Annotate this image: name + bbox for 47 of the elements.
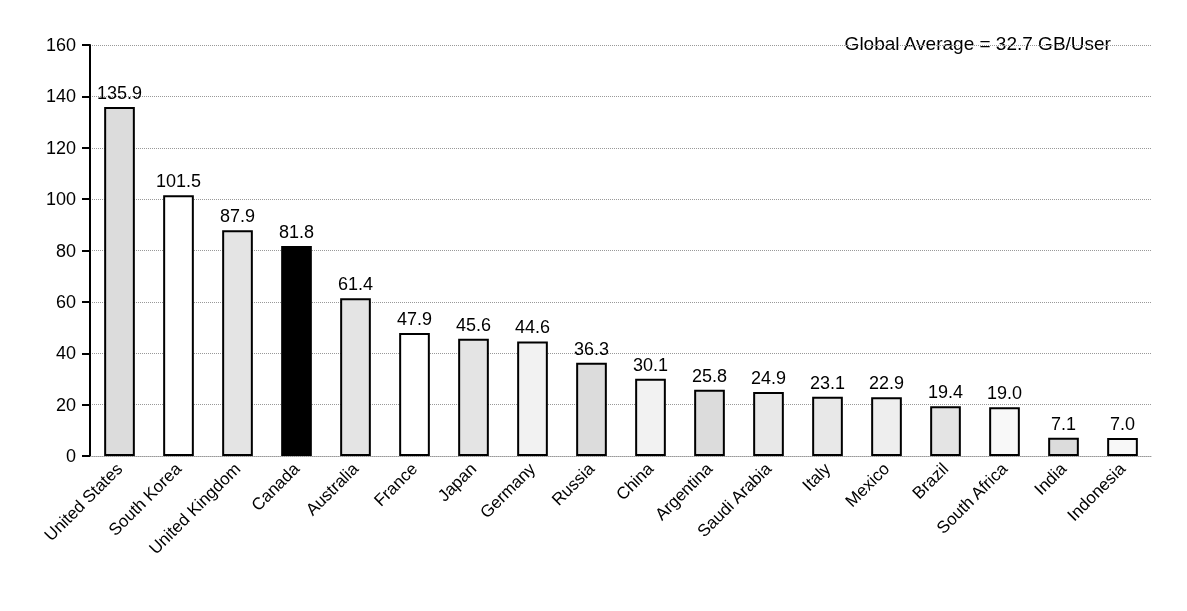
bar [930,406,961,456]
bar [517,341,548,456]
data-label: 87.9 [219,206,256,227]
y-tick-label: 160 [45,35,76,55]
bar [753,392,784,456]
data-label: 25.8 [691,365,728,386]
bar [989,407,1020,456]
bar [399,332,430,456]
y-tick-label: 100 [45,189,76,210]
data-label: 23.1 [809,372,846,393]
data-label: 36.3 [573,338,610,359]
bar [694,389,725,456]
bar [458,338,489,456]
y-tick-label: 0 [65,446,76,466]
data-label: 44.6 [514,317,551,338]
bar [871,397,902,456]
bar [812,396,843,456]
bar [222,230,253,456]
y-tick-label: 140 [45,86,76,107]
bar [340,298,371,456]
data-label: 135.9 [96,82,143,103]
bar [104,106,135,456]
data-label: 19.0 [986,383,1023,404]
annotation: Global Average = 32.7 GB/User [844,33,1112,54]
data-label: 45.6 [455,314,492,335]
y-tick-label: 40 [55,343,76,364]
bar [163,195,194,456]
data-label: 61.4 [337,274,374,295]
data-label: 24.9 [750,368,787,389]
bar [1107,438,1138,456]
bar [1048,437,1079,456]
y-tick-label: 120 [45,137,76,158]
data-label: 19.4 [927,382,964,403]
bar [635,378,666,456]
x-tick-label: Italy [798,458,835,495]
data-label: 47.9 [396,308,433,329]
y-tick-label: 20 [55,394,76,415]
y-tick-label: 60 [55,291,76,312]
data-label: 7.0 [1109,414,1136,435]
data-label: 22.9 [868,373,905,394]
data-label: 7.1 [1050,413,1077,434]
data-label: 81.8 [278,221,315,242]
data-label: 30.1 [632,354,669,375]
bar [281,245,312,456]
bar [576,362,607,456]
y-tick-label: 80 [55,240,76,261]
data-label: 101.5 [155,171,202,192]
